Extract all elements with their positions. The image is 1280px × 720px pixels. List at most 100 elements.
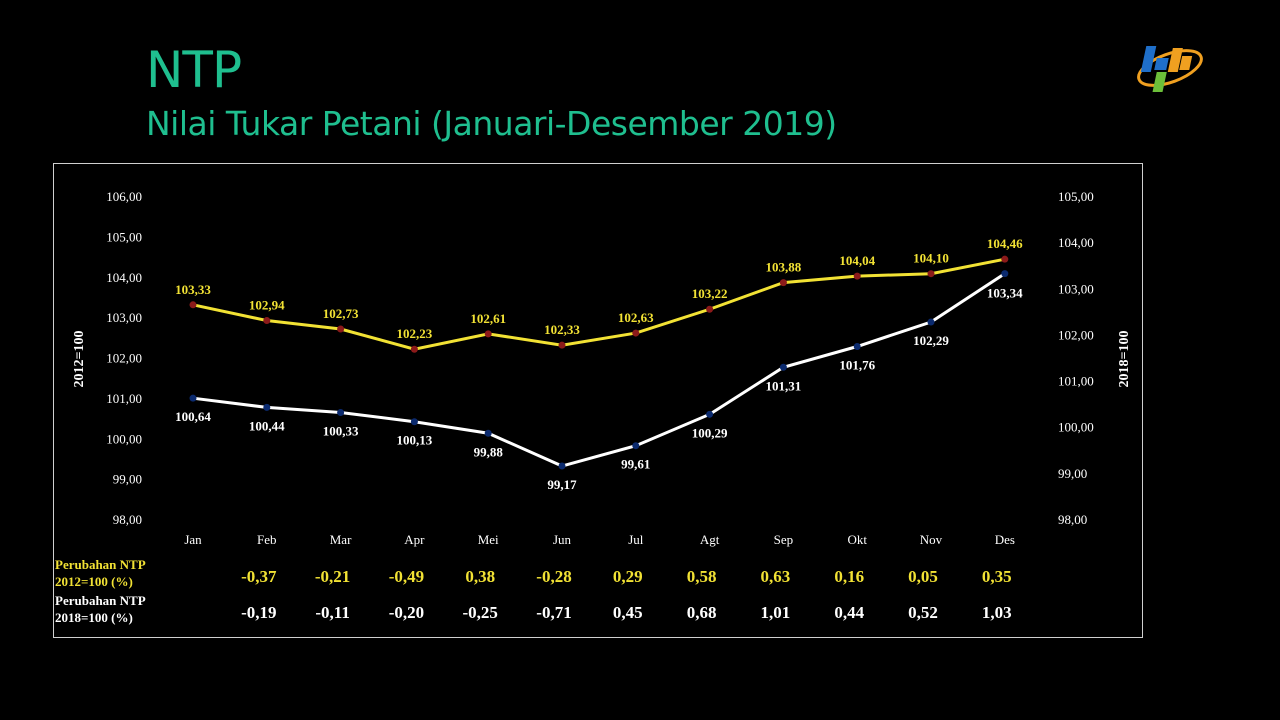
change-value: -0,19	[241, 603, 276, 622]
left-tick-label: 100,00	[106, 431, 142, 446]
left-tick-label: 99,00	[113, 472, 142, 487]
change-value: 0,05	[908, 567, 938, 586]
point-2012	[1001, 255, 1009, 263]
point-2012	[927, 270, 935, 278]
series-line-2018	[192, 272, 1006, 468]
x-tick-label: Mei	[478, 532, 499, 547]
point-2018	[779, 363, 787, 371]
data-label-2012: 102,94	[249, 298, 285, 313]
left-axis-ticks: 98,00 99,00 100,00 101,00 102,00 103,00 104,00…	[106, 189, 142, 527]
data-label-2018: 101,76	[839, 358, 875, 373]
point-2012	[853, 272, 861, 280]
change-value: -0,11	[315, 603, 349, 622]
right-tick-label: 100,00	[1058, 420, 1094, 435]
data-label-2012: 104,46	[987, 236, 1023, 251]
point-2018	[484, 429, 492, 437]
data-label-2018: 99,88	[474, 444, 504, 459]
change-row-label: Perubahan NTP	[55, 557, 146, 572]
data-label-2012: 103,33	[175, 282, 211, 297]
point-2018	[927, 318, 935, 326]
x-tick-label: Des	[995, 532, 1015, 547]
left-axis-title: 2012=100	[72, 331, 87, 388]
change-row-label: Perubahan NTP	[55, 593, 146, 608]
data-label-2018: 100,64	[175, 409, 211, 424]
data-label-2012: 102,61	[470, 311, 506, 326]
change-value: 0,44	[834, 603, 864, 622]
data-label-2018: 100,13	[397, 433, 433, 448]
change-row-unit: 2018=100 (%)	[55, 610, 133, 625]
change-rows: Perubahan NTP 2012=100 (%) -0,37 -0,21 -0,49…	[55, 557, 1012, 625]
point-2018	[1001, 270, 1009, 278]
data-label-2012: 104,04	[839, 253, 875, 268]
change-value: 0,63	[761, 567, 791, 586]
point-2012	[484, 330, 492, 338]
data-label-2018: 103,34	[987, 286, 1023, 301]
x-tick-label: Jan	[184, 532, 202, 547]
change-value: -0,28	[536, 567, 571, 586]
point-2018	[853, 343, 861, 351]
data-label-2018: 99,17	[547, 477, 577, 492]
bps-logo-icon	[1137, 46, 1203, 92]
change-value: -0,20	[389, 603, 424, 622]
x-axis-ticks: Jan Feb Mar Apr Mei Jun Jul Agt Sep Okt Nov Des	[184, 532, 1015, 547]
data-label-2012: 104,10	[913, 251, 949, 266]
right-tick-label: 104,00	[1058, 235, 1094, 250]
chart-frame: 98,00 99,00 100,00 101,00 102,00 103,00 104,00…	[53, 163, 1143, 638]
change-value: -0,71	[536, 603, 571, 622]
data-label-2018: 100,33	[323, 423, 359, 438]
ntp-line-chart: 98,00 99,00 100,00 101,00 102,00 103,00 104,00…	[55, 189, 1132, 625]
left-tick-label: 105,00	[106, 229, 142, 244]
data-label-2018: 100,44	[249, 418, 285, 433]
data-label-2018: 101,31	[766, 378, 802, 393]
data-label-2018: 100,29	[692, 425, 728, 440]
right-tick-label: 101,00	[1058, 374, 1094, 389]
point-2018	[410, 418, 418, 426]
change-value: 0,68	[687, 603, 717, 622]
data-label-2012: 103,22	[692, 286, 728, 301]
right-tick-label: 105,00	[1058, 189, 1094, 204]
point-2018	[558, 462, 566, 470]
change-value: 0,52	[908, 603, 938, 622]
x-tick-label: Mar	[330, 532, 352, 547]
change-value: -0,25	[462, 603, 497, 622]
right-tick-label: 99,00	[1058, 466, 1087, 481]
data-label-2012: 102,23	[397, 326, 433, 341]
point-2012	[779, 279, 787, 287]
change-value: -0,21	[315, 567, 350, 586]
right-axis-title: 2018=100	[1117, 331, 1132, 388]
left-tick-label: 103,00	[106, 310, 142, 325]
x-tick-label: Okt	[847, 532, 867, 547]
data-label-2012: 103,88	[766, 260, 802, 275]
change-value: 0,16	[834, 567, 864, 586]
point-2018	[189, 394, 197, 402]
x-tick-label: Jun	[553, 532, 572, 547]
point-2018	[337, 408, 345, 416]
change-value: 1,03	[982, 603, 1012, 622]
point-2018	[263, 403, 271, 411]
data-label-2012: 102,33	[544, 322, 580, 337]
point-2012	[632, 329, 640, 337]
point-2018	[706, 410, 714, 418]
series-line-2012	[192, 257, 1006, 351]
data-label-2018: 102,29	[913, 333, 949, 348]
x-tick-label: Sep	[774, 532, 794, 547]
left-tick-label: 98,00	[113, 512, 142, 527]
change-row-unit: 2012=100 (%)	[55, 574, 133, 589]
x-tick-label: Agt	[700, 532, 720, 547]
point-2012	[337, 325, 345, 333]
change-value: 1,01	[761, 603, 791, 622]
left-tick-label: 102,00	[106, 351, 142, 366]
x-tick-label: Nov	[920, 532, 943, 547]
change-value: -0,49	[389, 567, 424, 586]
left-tick-label: 106,00	[106, 189, 142, 204]
x-tick-label: Jul	[628, 532, 644, 547]
point-2018	[632, 442, 640, 450]
change-value: 0,38	[465, 567, 495, 586]
left-tick-label: 101,00	[106, 391, 142, 406]
slide-title: NTP	[146, 41, 242, 99]
right-tick-label: 98,00	[1058, 512, 1087, 527]
x-tick-label: Feb	[257, 532, 277, 547]
change-value: 0,45	[613, 603, 643, 622]
right-axis-ticks: 98,00 99,00 100,00 101,00 102,00 103,00 104,00…	[1058, 189, 1094, 527]
point-2012	[189, 301, 197, 309]
